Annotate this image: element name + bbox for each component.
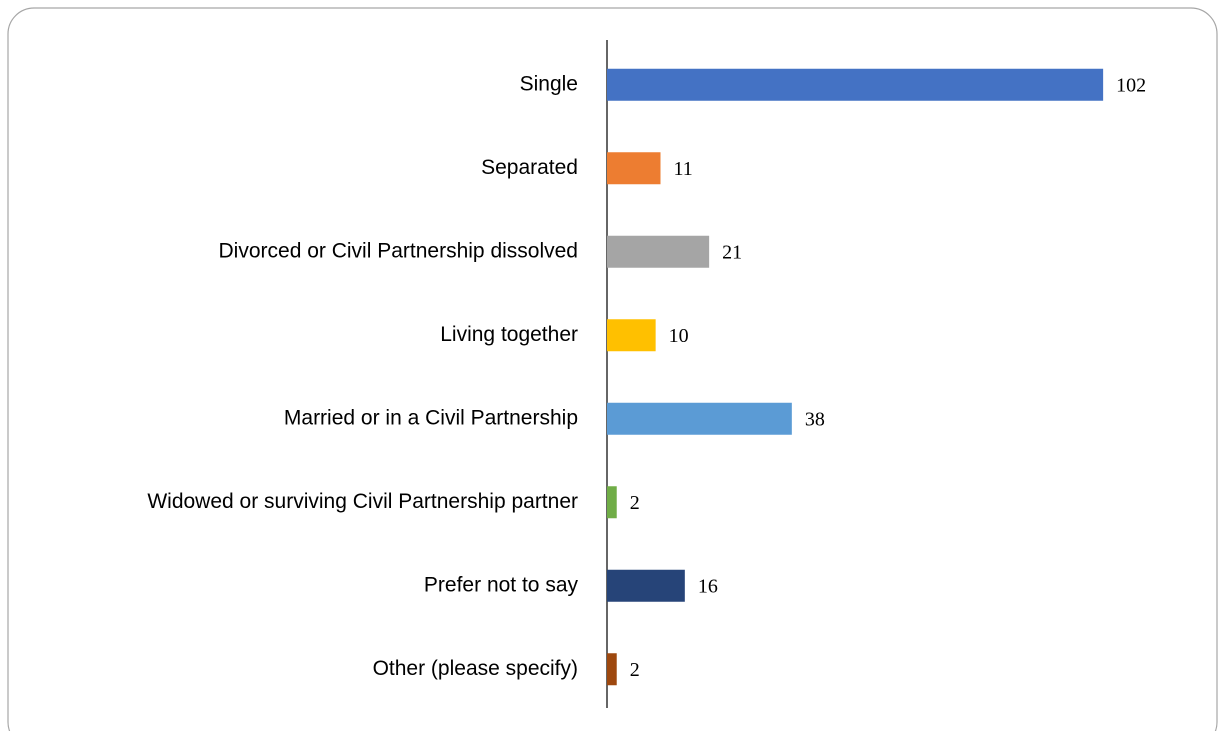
category-label: Widowed or surviving Civil Partnership p… xyxy=(147,490,578,513)
bar xyxy=(607,68,1104,101)
value-label: 2 xyxy=(630,659,640,681)
bar xyxy=(607,235,710,268)
bar xyxy=(607,486,617,519)
bar xyxy=(607,653,617,686)
value-label: 11 xyxy=(674,158,693,180)
category-label: Divorced or Civil Partnership dissolved xyxy=(219,239,578,262)
bar xyxy=(607,402,792,435)
category-label: Single xyxy=(520,72,578,95)
category-label: Prefer not to say xyxy=(424,573,579,596)
value-label: 16 xyxy=(698,575,718,597)
category-label: Living together xyxy=(440,323,578,346)
value-label: 2 xyxy=(630,492,640,514)
category-label: Separated xyxy=(481,156,578,179)
value-label: 21 xyxy=(722,241,742,263)
category-label: Other (please specify) xyxy=(373,657,578,680)
bar xyxy=(607,569,685,602)
bar xyxy=(607,152,661,185)
value-label: 102 xyxy=(1116,74,1146,96)
value-label: 10 xyxy=(669,325,689,347)
category-label: Married or in a Civil Partnership xyxy=(284,406,578,429)
value-label: 38 xyxy=(805,408,825,430)
chart-frame xyxy=(7,7,1218,731)
bar xyxy=(607,319,656,352)
